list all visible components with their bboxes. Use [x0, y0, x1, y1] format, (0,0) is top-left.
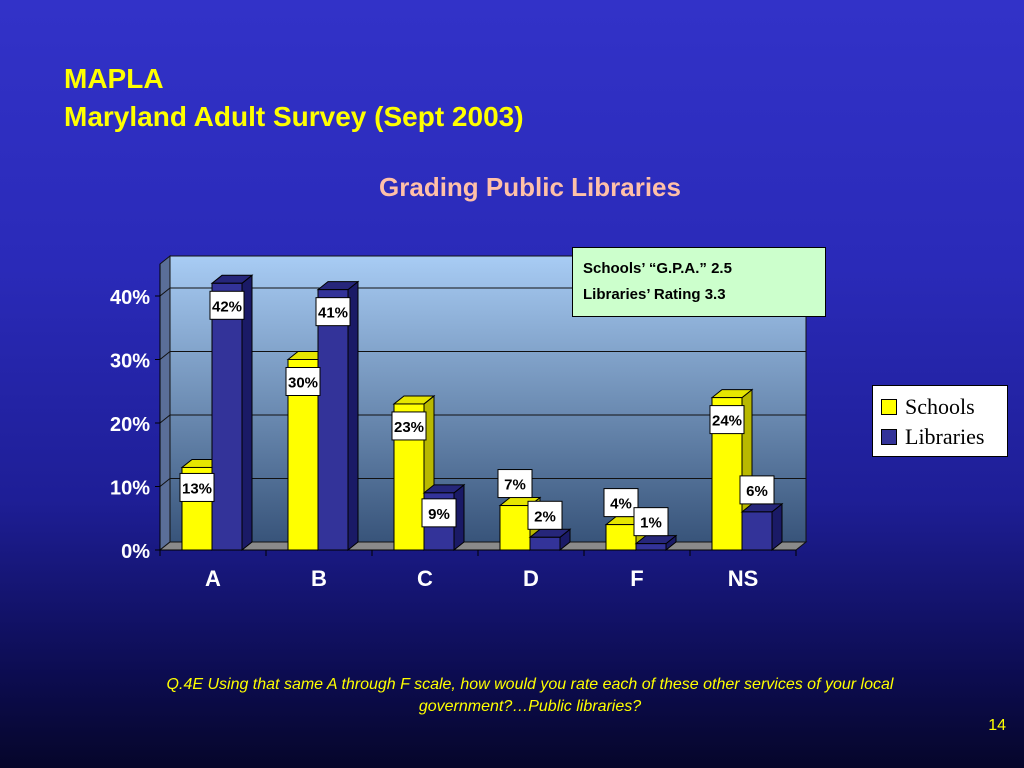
y-tick-label: 40%: [110, 287, 150, 309]
schools-label-a-box: [179, 472, 215, 502]
x-tick-label: C: [417, 566, 433, 591]
legend-label-libraries: Libraries: [905, 424, 985, 449]
libraries-label-a: 42%: [212, 298, 242, 315]
libraries-label-b: 41%: [318, 305, 348, 322]
x-tick-label: NS: [728, 566, 759, 591]
libraries-bar-ns: [741, 511, 773, 551]
slide-title: MAPLA Maryland Adult Survey (Sept 2003): [64, 60, 524, 136]
libraries-rating-text: Libraries’ Rating 3.3: [583, 286, 726, 303]
survey-question: Q.4E Using that same A through F scale, …: [166, 676, 894, 715]
legend-item-schools: Schools: [881, 392, 999, 422]
libraries-bar-b: [317, 289, 349, 551]
schools-bar-d: [499, 505, 531, 551]
libraries-label-b-box: [315, 297, 351, 327]
schools-label-b-box: [285, 367, 321, 396]
x-tick-label: F: [630, 566, 643, 591]
libraries-label-f: 1%: [640, 515, 662, 532]
schools-bar-f: [605, 524, 637, 551]
gpa-note-box: Schools’ “G.P.A.” 2.5 Libraries’ Rating …: [572, 247, 826, 317]
schools-label-c-box: [391, 411, 427, 441]
x-tick-label: D: [523, 566, 539, 591]
schools-label-ns: 24%: [712, 413, 742, 430]
schools-gpa-text: Schools’ “G.P.A.” 2.5: [583, 260, 732, 277]
legend-swatch-libraries: [881, 429, 897, 445]
libraries-label-d-box: [527, 500, 563, 530]
y-tick-label: 30%: [110, 351, 150, 373]
plot-floor: [158, 541, 808, 551]
libraries-label-ns: 6%: [746, 483, 768, 500]
page-number: 14: [988, 717, 1006, 734]
x-tick-label: A: [205, 566, 221, 591]
schools-label-c: 23%: [394, 419, 424, 436]
libraries-label-a-box: [209, 290, 245, 320]
libraries-label-f-box: [633, 507, 669, 537]
libraries-label-d: 2%: [534, 508, 556, 525]
plot-side-wall: [159, 254, 171, 552]
libraries-bar-d: [529, 536, 561, 551]
schools-label-a: 13%: [182, 480, 212, 497]
legend-item-libraries: Libraries: [881, 422, 999, 452]
schools-label-b: 30%: [288, 375, 318, 392]
y-tick-label: 0%: [121, 541, 150, 563]
chart-legend: Schools Libraries: [872, 385, 1008, 457]
schools-label-d: 7%: [504, 477, 526, 494]
legend-label-schools: Schools: [905, 394, 975, 419]
gridline-diagonal: [159, 287, 171, 297]
title-line-1: MAPLA: [64, 63, 164, 94]
schools-label-f-box: [603, 488, 639, 518]
schools-label-d-box: [497, 469, 533, 499]
libraries-label-ns-box: [739, 475, 775, 505]
libraries-bar-f: [635, 543, 667, 551]
libraries-label-c: 9%: [428, 506, 450, 523]
libraries-label-c-box: [421, 498, 457, 528]
libraries-bar-a: [211, 282, 243, 551]
gridline-diagonal: [159, 351, 171, 360]
chart-title: Grading Public Libraries: [379, 172, 681, 202]
legend-swatch-schools: [881, 399, 897, 415]
schools-label-f: 4%: [610, 496, 632, 513]
schools-label-ns-box: [709, 405, 745, 435]
gridline-diagonal: [159, 414, 171, 424]
x-tick-label: B: [311, 566, 327, 591]
title-line-2: Maryland Adult Survey (Sept 2003): [64, 101, 524, 132]
y-tick-label: 20%: [110, 414, 150, 436]
y-tick-label: 10%: [110, 478, 150, 500]
gridline-diagonal: [159, 478, 171, 487]
